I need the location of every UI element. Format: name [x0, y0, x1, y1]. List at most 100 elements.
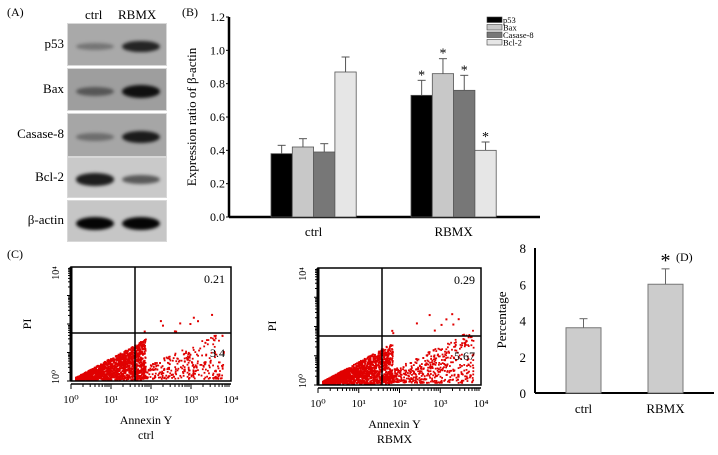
flow-group-label: ctrl: [138, 428, 155, 442]
flow-dot: [108, 361, 110, 364]
flow-dot: [364, 376, 367, 379]
flow-dot: [126, 354, 129, 357]
flow-dot: [461, 334, 464, 336]
flow-dot: [398, 370, 401, 372]
flow-dot: [192, 349, 195, 351]
flow-dot: [398, 372, 401, 374]
flow-dot: [397, 368, 399, 371]
flow-dot: [450, 355, 453, 357]
flow-dot: [442, 355, 445, 358]
flow-dot: [91, 377, 94, 380]
flow-dot: [360, 362, 363, 365]
flow-dot: [384, 365, 387, 367]
flow-dot: [431, 365, 434, 368]
y-tick-label: 0.2: [210, 177, 225, 191]
flow-dot: [103, 370, 106, 373]
flow-dot: [138, 377, 141, 379]
flow-dot: [459, 366, 462, 369]
flow-dot: [408, 380, 411, 383]
flow-dot: [196, 353, 198, 356]
flow-dot: [363, 367, 366, 370]
flow-dot: [136, 353, 139, 355]
flow-dot: [380, 382, 383, 384]
flow-dot: [168, 368, 170, 371]
flow-dot: [445, 318, 448, 321]
flow-dot: [347, 368, 350, 371]
flow-dot: [401, 379, 404, 382]
flow-dot: [387, 357, 390, 360]
flow-dot: [89, 369, 92, 372]
flow-dot: [467, 358, 470, 360]
flow-dot: [355, 369, 358, 372]
flow-dot: [422, 381, 425, 384]
blot-row-label: p53: [44, 35, 65, 51]
flow-dot: [144, 340, 147, 343]
flow-dot: [144, 376, 147, 378]
flow-dot: [121, 354, 124, 356]
flow-dot: [141, 346, 143, 349]
flow-dot: [378, 357, 381, 360]
flow-dot: [155, 365, 158, 368]
flow-dot: [432, 358, 435, 361]
flow-dot: [441, 353, 444, 356]
flow-dot: [439, 369, 442, 372]
flow-dot: [362, 370, 365, 373]
flow-dot: [437, 381, 440, 384]
flow-dot: [438, 381, 441, 384]
flow-dot: [162, 372, 165, 375]
flow-dot: [431, 361, 433, 364]
flow-dot: [358, 365, 361, 368]
flow-dot: [369, 356, 372, 359]
flow-dot: [140, 377, 143, 380]
flow-dot: [188, 355, 191, 358]
flow-dot: [367, 382, 370, 384]
flow-dot: [212, 343, 215, 346]
flow-dot: [460, 371, 463, 373]
flow-dot: [365, 370, 368, 373]
flow-dot: [353, 374, 356, 377]
flow-dot: [366, 357, 369, 360]
flow-dot: [361, 364, 364, 367]
flow-dot: [437, 371, 440, 373]
flow-dot: [383, 352, 386, 355]
bar-ctrl: [565, 327, 602, 394]
flow-dot: [460, 346, 463, 349]
flow-dot: [409, 372, 412, 375]
flow-dot: [396, 373, 399, 376]
flow-dot: [143, 366, 145, 369]
flow-dot: [427, 351, 430, 354]
x-tick-label-ctrl: ctrl: [575, 401, 593, 416]
flow-dot: [95, 365, 98, 368]
flow-dot: [454, 349, 457, 352]
flow-dot: [375, 371, 378, 374]
flow-dot: [388, 373, 391, 375]
flow-dot: [117, 376, 119, 378]
flow-dot: [110, 366, 113, 369]
flow-dot: [413, 371, 416, 374]
flow-dot: [207, 369, 209, 372]
flow-dot: [144, 341, 146, 344]
flow-dot: [348, 375, 351, 378]
flow-dot: [337, 379, 340, 382]
flow-dot: [372, 377, 375, 380]
flow-dot: [409, 380, 412, 383]
flow-dot: [137, 377, 139, 380]
flow-dot: [121, 376, 124, 378]
flow-dot: [384, 375, 387, 378]
flow-dot: [195, 366, 198, 369]
flow-dot: [120, 356, 123, 359]
flow-dot: [388, 381, 390, 384]
flow-dot: [373, 354, 376, 356]
flow-dot: [331, 382, 333, 385]
flow-dot: [129, 357, 131, 360]
flow-dot: [449, 357, 452, 359]
flow-dot: [461, 344, 464, 347]
y-tick-label: 2: [520, 350, 527, 365]
flow-dot: [461, 380, 463, 383]
flow-dot: [209, 361, 212, 364]
flow-dot: [445, 354, 447, 357]
flow-dot: [372, 359, 375, 362]
flow-dot: [188, 372, 191, 375]
